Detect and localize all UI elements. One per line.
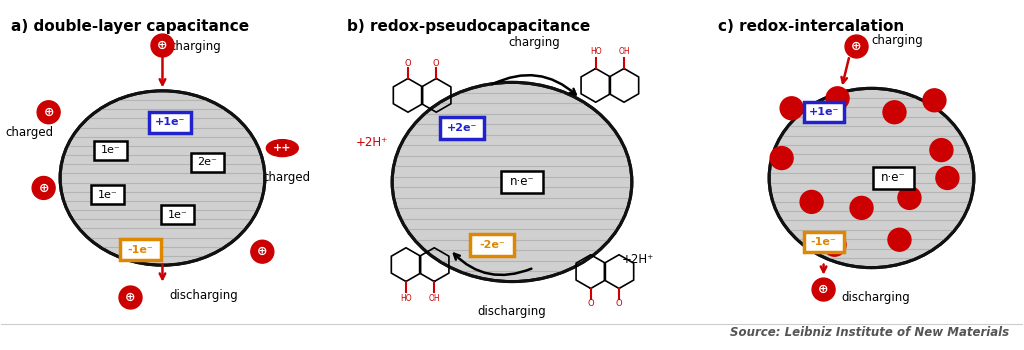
Circle shape	[826, 87, 849, 110]
Text: +2e⁻: +2e⁻	[446, 123, 477, 133]
Circle shape	[37, 101, 60, 124]
Circle shape	[823, 233, 846, 256]
Circle shape	[850, 196, 873, 219]
FancyBboxPatch shape	[501, 171, 543, 193]
Circle shape	[32, 176, 55, 200]
Text: discharging: discharging	[842, 291, 910, 304]
FancyBboxPatch shape	[94, 141, 127, 160]
FancyBboxPatch shape	[804, 232, 844, 252]
Text: O: O	[615, 299, 623, 308]
Circle shape	[812, 278, 835, 301]
Text: ⊕: ⊕	[818, 283, 828, 296]
Text: b) redox-pseudocapacitance: b) redox-pseudocapacitance	[347, 19, 591, 34]
Text: OH: OH	[618, 47, 630, 56]
FancyBboxPatch shape	[470, 234, 514, 256]
Text: charging: charging	[871, 34, 924, 47]
Text: -2e⁻: -2e⁻	[479, 240, 505, 250]
Text: HO: HO	[400, 294, 412, 303]
Circle shape	[151, 34, 174, 57]
Text: charged: charged	[6, 126, 54, 139]
Text: -1e⁻: -1e⁻	[811, 237, 837, 247]
Ellipse shape	[60, 91, 265, 265]
Text: charging: charging	[169, 40, 221, 53]
Text: O: O	[433, 59, 439, 68]
Ellipse shape	[769, 88, 974, 268]
Circle shape	[936, 167, 958, 189]
Text: a) double-layer capacitance: a) double-layer capacitance	[10, 19, 249, 34]
Circle shape	[888, 228, 911, 251]
Text: ⊕: ⊕	[43, 106, 54, 119]
Text: n·e⁻: n·e⁻	[510, 175, 535, 188]
Text: O: O	[588, 299, 594, 308]
Circle shape	[930, 139, 953, 162]
Text: ++: ++	[273, 143, 292, 153]
Text: ⊕: ⊕	[158, 39, 168, 52]
FancyBboxPatch shape	[150, 112, 191, 133]
Ellipse shape	[392, 82, 632, 282]
FancyBboxPatch shape	[161, 205, 194, 224]
Circle shape	[119, 286, 142, 309]
Text: charged: charged	[262, 172, 310, 184]
Text: +2H⁺: +2H⁺	[622, 253, 654, 266]
Text: ⊕: ⊕	[257, 245, 267, 258]
Text: discharging: discharging	[477, 305, 547, 318]
FancyBboxPatch shape	[190, 153, 224, 172]
Circle shape	[845, 35, 868, 58]
FancyBboxPatch shape	[804, 102, 844, 122]
Text: 1e⁻: 1e⁻	[100, 145, 121, 155]
Circle shape	[780, 97, 803, 120]
Circle shape	[883, 101, 906, 124]
Text: n·e⁻: n·e⁻	[881, 172, 906, 184]
Circle shape	[923, 89, 946, 112]
Text: Source: Leibniz Institute of New Materials: Source: Leibniz Institute of New Materia…	[730, 326, 1010, 340]
Text: -1e⁻: -1e⁻	[128, 245, 154, 255]
FancyBboxPatch shape	[91, 186, 124, 204]
Text: ⊕: ⊕	[851, 40, 862, 53]
Text: +1e⁻: +1e⁻	[808, 107, 839, 117]
Ellipse shape	[266, 140, 298, 156]
FancyBboxPatch shape	[440, 117, 484, 139]
Text: charging: charging	[508, 36, 560, 49]
Text: discharging: discharging	[169, 289, 239, 302]
Circle shape	[251, 240, 273, 263]
Text: ⊕: ⊕	[125, 291, 136, 304]
Text: HO: HO	[590, 47, 601, 56]
Text: 1e⁻: 1e⁻	[168, 210, 187, 220]
Text: O: O	[404, 59, 412, 68]
Text: 2e⁻: 2e⁻	[198, 157, 217, 167]
Circle shape	[770, 147, 794, 169]
FancyBboxPatch shape	[120, 239, 162, 260]
Text: OH: OH	[428, 294, 440, 303]
Text: +1e⁻: +1e⁻	[156, 117, 185, 127]
Text: c) redox-intercalation: c) redox-intercalation	[718, 19, 904, 34]
Text: +2H⁺: +2H⁺	[356, 136, 388, 149]
Circle shape	[898, 187, 921, 209]
Text: ⊕: ⊕	[38, 181, 49, 195]
FancyBboxPatch shape	[872, 167, 914, 189]
Circle shape	[800, 190, 823, 214]
Text: 1e⁻: 1e⁻	[97, 190, 118, 200]
